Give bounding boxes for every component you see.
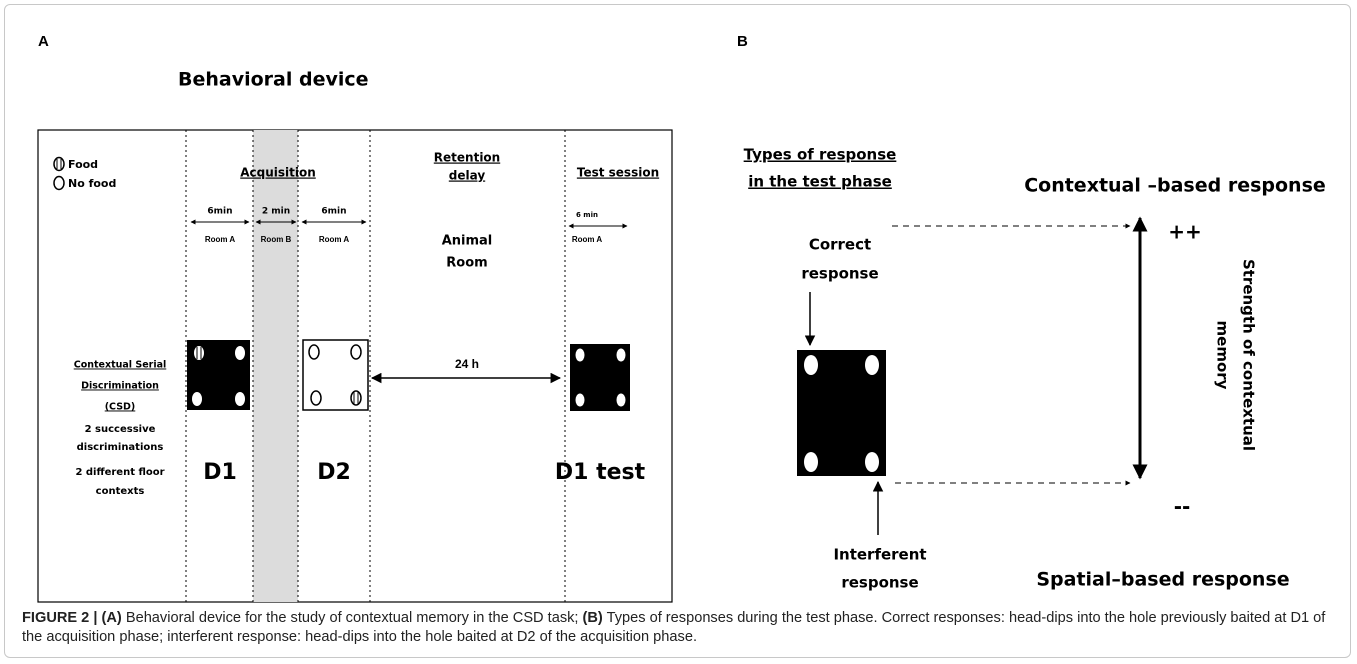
d2-box <box>302 339 369 411</box>
response-label: Contextual –based response <box>1024 175 1326 197</box>
room-b-shade <box>253 130 298 602</box>
day-label: D1 <box>203 460 237 485</box>
room-label: Room A <box>205 235 236 244</box>
legend-entry: Food <box>68 158 98 171</box>
delay-label: 24 h <box>455 357 479 371</box>
phase-label: Acquisition <box>240 166 316 180</box>
panel-title: Behavioral device <box>178 69 369 91</box>
caption-tag: (B) <box>582 610 603 626</box>
axis-label: memory <box>1214 321 1232 390</box>
panel-label: A <box>38 33 49 50</box>
room-label: Room <box>446 256 487 271</box>
panel-label: B <box>737 33 748 50</box>
food-icon <box>53 156 65 172</box>
note: discriminations <box>77 442 164 453</box>
room-label: Room B <box>261 235 292 244</box>
caption-tag: (A) <box>101 610 122 626</box>
note: 2 different floor <box>75 467 164 478</box>
no-food-icon <box>53 175 65 191</box>
note: contexts <box>96 486 145 497</box>
heading: Types of response <box>744 146 897 164</box>
response-label: Spatial–based response <box>1036 569 1289 591</box>
duration: 2 min <box>262 207 290 217</box>
method-label: Contextual Serial <box>74 360 167 371</box>
phase-label: delay <box>449 169 486 183</box>
method-label: (CSD) <box>105 402 136 413</box>
caption-label: FIGURE 2 | <box>22 610 98 626</box>
room-label: Room A <box>319 235 350 244</box>
note: 2 successive <box>85 424 156 435</box>
d1-box <box>187 340 250 410</box>
phase-label: Retention <box>434 151 500 165</box>
axis-label: Strength of contextual <box>1240 259 1258 451</box>
caption: FIGURE 2 | (A) Behavioral device for the… <box>22 609 1340 647</box>
figure-frame <box>4 4 1351 658</box>
day-label: D2 <box>317 460 351 485</box>
room-label: Room A <box>572 235 603 244</box>
duration: 6min <box>321 207 346 217</box>
day-label: D1 test <box>555 460 646 485</box>
response-label: response <box>841 574 918 592</box>
caption-text: Types of responses during the test phase… <box>22 610 1326 645</box>
caption-text: Behavioral device for the study of conte… <box>125 610 579 626</box>
response-label: Interferent <box>833 546 926 564</box>
method-label: Discrimination <box>81 381 159 392</box>
test-box <box>570 344 630 411</box>
duration: 6min <box>207 207 232 217</box>
sign: ++ <box>1168 220 1202 244</box>
panel-a-box <box>37 129 673 603</box>
duration: 6 min <box>576 211 598 219</box>
response-label: response <box>801 265 878 283</box>
room-label: Animal <box>442 234 493 249</box>
legend-entry: No food <box>68 177 116 190</box>
response-box <box>797 350 886 476</box>
sign: -- <box>1174 495 1191 519</box>
phase-label: Test session <box>577 166 659 180</box>
response-label: Correct <box>809 236 871 254</box>
heading: in the test phase <box>748 173 892 191</box>
